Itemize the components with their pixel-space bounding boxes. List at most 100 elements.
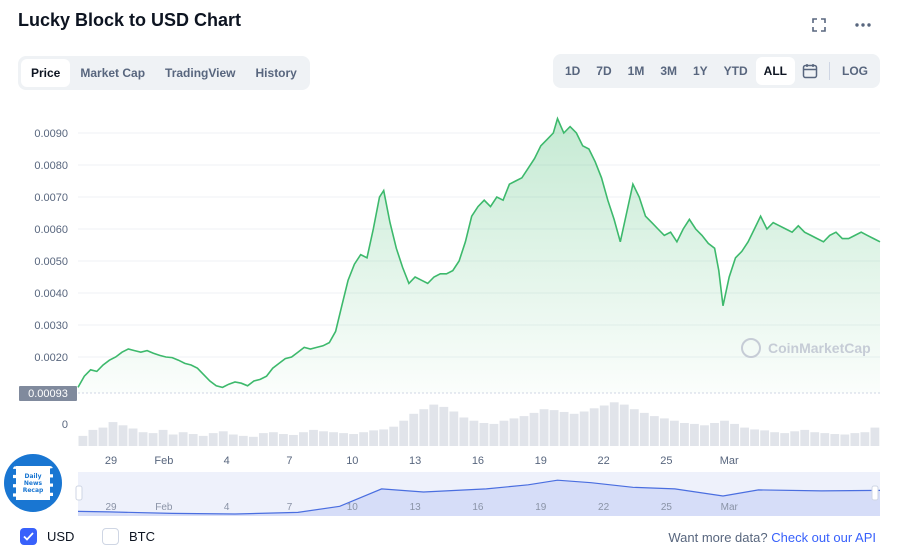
volume-bar (750, 429, 759, 446)
volume-bar (820, 433, 830, 446)
volume-bar (720, 420, 729, 446)
volume-bar (649, 416, 659, 446)
volume-zero-label: 0 (62, 419, 68, 431)
volume-bar (519, 416, 529, 446)
volume-bar (108, 422, 118, 446)
volume-bar (569, 413, 579, 446)
log-scale-button[interactable]: LOG (842, 64, 868, 78)
volume-bar (258, 433, 268, 446)
volume-bar (459, 417, 469, 446)
navigator-line (77, 479, 881, 515)
api-link[interactable]: Check out our API (771, 530, 876, 545)
volume-bar (128, 428, 138, 446)
currency-toggle-btc[interactable]: BTC (102, 528, 155, 545)
fullscreen-icon[interactable] (810, 16, 828, 34)
currency-toggle-usd[interactable]: USD (20, 528, 74, 545)
checkbox-empty-icon[interactable] (102, 528, 119, 545)
volume-bar (148, 433, 158, 446)
currency-label-btc: BTC (129, 529, 155, 544)
check-icon[interactable] (20, 528, 37, 545)
range-1d-button[interactable]: 1D (564, 64, 581, 78)
volume-bar (419, 409, 429, 446)
y-tick-label: 0.0030 (34, 320, 68, 332)
volume-bar (88, 429, 98, 446)
x-tick-label: Feb (154, 455, 173, 467)
volume-bar (790, 431, 800, 446)
volume-bar (198, 435, 208, 446)
volume-bar (669, 420, 679, 446)
range-divider (829, 62, 830, 80)
navigator-left-handle[interactable] (75, 485, 83, 501)
x-tick-label: 7 (286, 455, 292, 467)
volume-bar (559, 411, 569, 446)
navigator-tick-label: 19 (535, 502, 547, 513)
volume-bar (539, 409, 549, 446)
navigator-tick-label: 29 (105, 502, 117, 513)
navigator-tick-label: 4 (224, 502, 230, 513)
volume-bar (700, 425, 709, 446)
x-tick-label: 4 (224, 455, 230, 467)
volume-bar (359, 432, 369, 446)
range-1y-button[interactable]: 1Y (692, 64, 708, 78)
tab-history[interactable]: History (255, 66, 297, 80)
price-line (77, 116, 881, 389)
volume-bar (740, 427, 749, 446)
tab-market-cap[interactable]: Market Cap (80, 66, 146, 80)
more-data-text: Want more data? (668, 530, 768, 545)
navigator-right-handle[interactable] (871, 485, 879, 501)
volume-bar (800, 429, 810, 446)
newspaper-icon: Daily News Recap (13, 466, 53, 500)
volume-bar (830, 434, 840, 446)
watermark-text: CoinMarketCap (768, 340, 871, 356)
volume-bar (589, 408, 599, 446)
volume-bar (549, 410, 559, 446)
price-chart[interactable]: 0.0090 0.0080 0.0070 0.0060 0.0050 0.0040 0.00… (0, 100, 900, 520)
volume-bar (680, 423, 689, 446)
min-price-label: 0.00093 (28, 388, 68, 400)
volume-bar (619, 404, 629, 446)
range-3m-button[interactable]: 3M (660, 64, 677, 78)
calendar-icon[interactable] (795, 57, 825, 85)
tab-tradingview[interactable]: TradingView (165, 66, 236, 80)
volume-bar (529, 412, 539, 446)
volume-bar (449, 411, 459, 446)
volume-bar (369, 430, 379, 446)
daily-news-recap-badge[interactable]: Daily News Recap (4, 454, 62, 512)
volume-bar (329, 432, 338, 446)
volume-bar (870, 427, 880, 446)
range-7d-button[interactable]: 7D (596, 64, 612, 78)
x-tick-label: 13 (409, 455, 421, 467)
volume-bar (860, 432, 870, 446)
range-ytd-button[interactable]: YTD (723, 64, 748, 78)
volume-bar (489, 423, 499, 446)
price-area (78, 118, 880, 393)
x-tick-label: 25 (660, 455, 672, 467)
x-tick-label: Mar (720, 455, 739, 467)
badge-line-3: Recap (22, 486, 44, 494)
y-tick-label: 0.0080 (34, 160, 68, 172)
volume-bar (279, 434, 288, 446)
navigator-tick-label: Feb (155, 502, 173, 513)
y-tick-label: 0.0020 (34, 352, 68, 364)
x-tick-label: 29 (105, 455, 117, 467)
volume-bar (780, 433, 790, 446)
coinmarketcap-logo-icon (741, 338, 761, 358)
navigator-tick-label: 25 (661, 502, 673, 513)
volume-bar (319, 431, 328, 446)
volume-bar (118, 425, 128, 446)
range-all-button[interactable]: ALL (755, 57, 795, 85)
more-dots-icon[interactable] (854, 16, 872, 34)
volume-bar (248, 436, 258, 446)
min-price-box (19, 386, 77, 401)
volume-bar (409, 413, 419, 446)
range-1m-button[interactable]: 1M (627, 64, 645, 78)
volume-bar (499, 420, 509, 446)
volume-bar (379, 429, 389, 446)
tab-price[interactable]: Price (21, 59, 71, 87)
navigator-tick-label: 16 (472, 502, 484, 513)
badge-line-1: Daily (24, 472, 42, 480)
navigator-tick-label: 13 (410, 502, 422, 513)
volume-bar (509, 418, 519, 446)
volume-bar (579, 411, 589, 446)
volume-bar (309, 429, 318, 446)
